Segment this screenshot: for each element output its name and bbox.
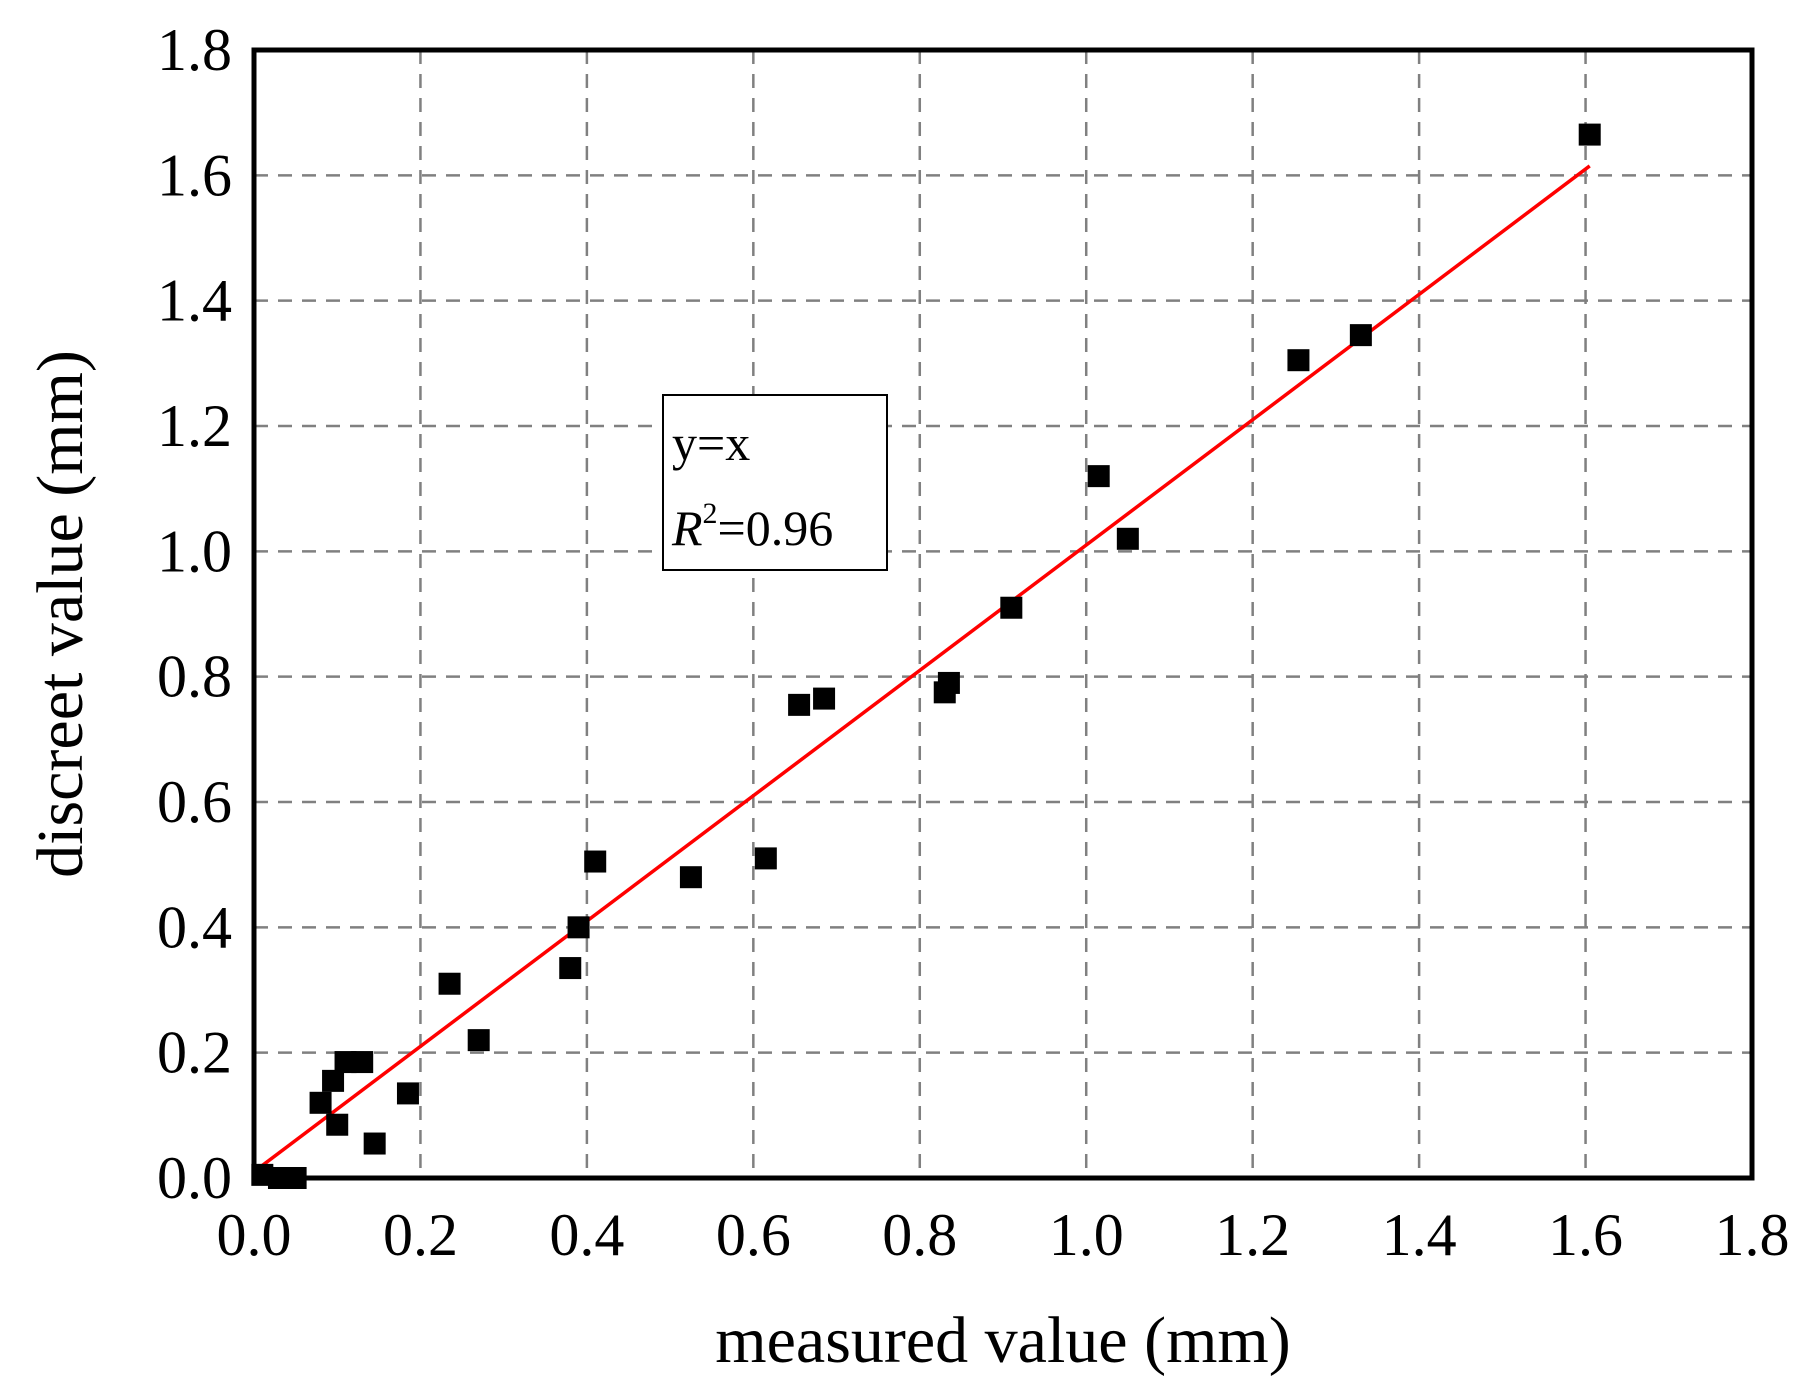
data-point (813, 687, 836, 710)
fit-line-group (252, 164, 1591, 1174)
y-tick-label: 1.2 (157, 393, 232, 459)
x-tick-label: 0.8 (882, 1202, 957, 1268)
x-tick-label: 1.0 (1049, 1202, 1124, 1268)
x-tick-labels: 0.0 0.2 0.4 0.6 0.8 1.0 1.2 1.4 1.6 1.8 (217, 1202, 1790, 1268)
x-tick-label: 0.4 (549, 1202, 624, 1268)
grid-lines (254, 50, 1752, 1178)
y-tick-label: 1.4 (157, 268, 232, 334)
data-point (567, 916, 590, 939)
data-point (1087, 465, 1110, 488)
y-tick-label: 1.6 (157, 142, 232, 208)
data-point (1578, 123, 1601, 146)
r-squared-label: R2=0.96 (671, 497, 833, 556)
data-point (326, 1113, 349, 1136)
fit-line (252, 164, 1591, 1174)
plot-frame (251, 47, 1755, 1181)
y-tick-labels: 0.0 0.2 0.4 0.6 0.8 1.0 1.2 1.4 1.6 1.8 (157, 17, 232, 1211)
y-tick-label: 0.4 (157, 894, 232, 960)
y-tick-label: 0.0 (157, 1145, 232, 1211)
data-point (584, 850, 607, 873)
x-tick-label: 1.4 (1382, 1202, 1457, 1268)
data-point (559, 957, 582, 980)
data-points (251, 123, 1601, 1189)
y-tick-label: 1.0 (157, 518, 232, 584)
data-point (334, 1051, 357, 1074)
x-tick-label: 1.6 (1548, 1202, 1623, 1268)
data-point (754, 847, 777, 870)
data-point (1287, 349, 1310, 372)
data-point (788, 693, 811, 716)
r-symbol: R (671, 500, 703, 556)
y-tick-label: 0.6 (157, 769, 232, 835)
data-point (1116, 527, 1139, 550)
data-point (322, 1069, 345, 1092)
data-point (1349, 324, 1372, 347)
x-tick-label: 0.2 (383, 1202, 458, 1268)
r-value: =0.96 (718, 500, 834, 556)
y-tick-label: 1.8 (157, 17, 232, 83)
data-point (351, 1051, 374, 1074)
x-axis-title: measured value (mm) (715, 1304, 1290, 1377)
y-axis-title: discreet value (mm) (24, 350, 97, 878)
r-exponent: 2 (703, 497, 718, 530)
data-point (438, 972, 461, 995)
fit-equation-label: y=x (672, 415, 750, 471)
x-tick-label: 0.6 (716, 1202, 791, 1268)
data-point (396, 1082, 419, 1105)
y-tick-label: 0.2 (157, 1020, 232, 1086)
data-point (937, 671, 960, 694)
data-point (309, 1091, 332, 1114)
x-tick-label: 0.0 (217, 1202, 292, 1268)
fit-annotation-box: y=x R2=0.96 (662, 394, 888, 571)
y-tick-label: 0.8 (157, 644, 232, 710)
data-point (1000, 596, 1023, 619)
x-tick-label: 1.2 (1215, 1202, 1290, 1268)
data-point (467, 1029, 490, 1052)
data-point (363, 1132, 386, 1155)
data-point (679, 866, 702, 889)
x-tick-label: 1.8 (1715, 1202, 1790, 1268)
